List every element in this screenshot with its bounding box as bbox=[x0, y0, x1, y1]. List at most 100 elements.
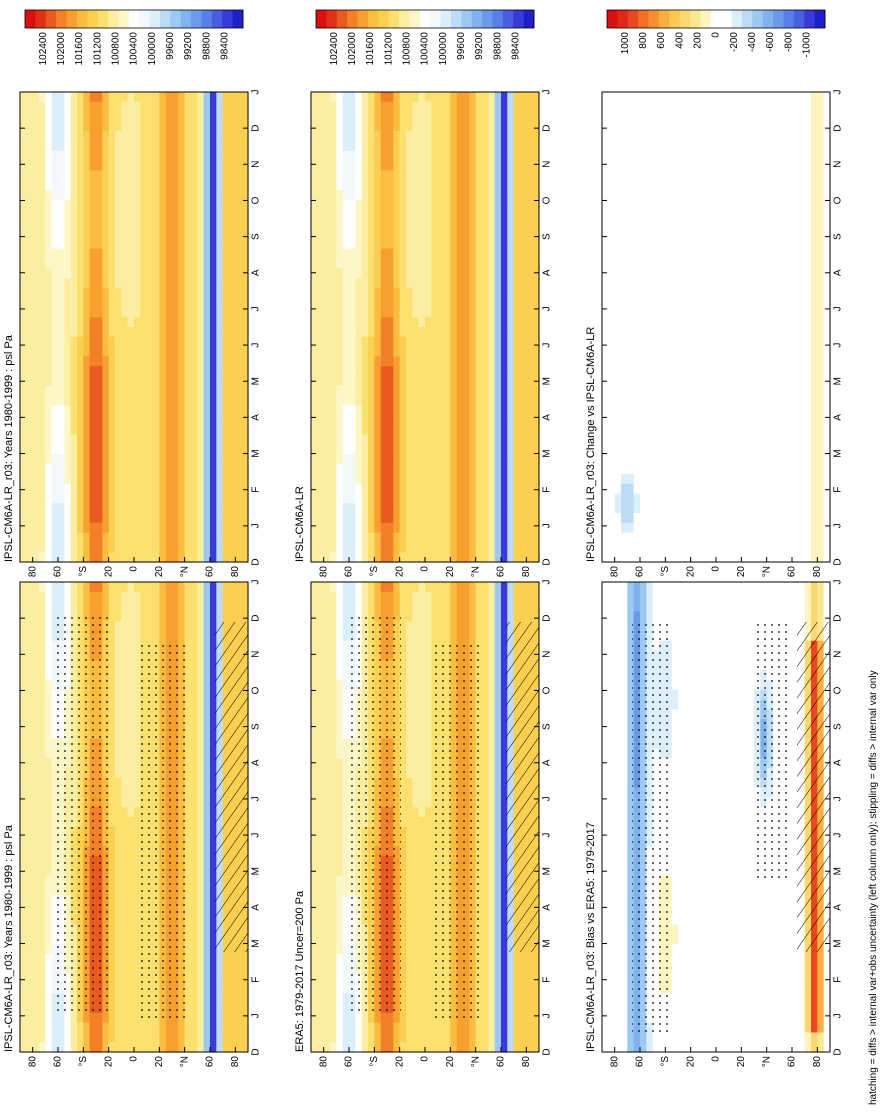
heatmap-cell bbox=[146, 307, 154, 318]
heatmap-cell bbox=[140, 287, 148, 299]
heatmap-cell bbox=[102, 1042, 110, 1053]
heatmap-cell bbox=[89, 278, 97, 289]
heatmap-cell bbox=[26, 709, 34, 720]
heatmap-cell bbox=[146, 630, 154, 642]
heatmap-cell bbox=[203, 709, 211, 720]
heatmap-cell bbox=[165, 189, 173, 201]
heatmap-cell bbox=[203, 385, 211, 397]
heatmap-cell bbox=[317, 719, 325, 730]
heatmap-cell bbox=[418, 1003, 426, 1014]
heatmap-cell bbox=[51, 601, 59, 612]
heatmap-cell bbox=[317, 787, 325, 799]
heatmap-cell bbox=[482, 973, 489, 985]
heatmap-cell bbox=[89, 180, 97, 191]
heatmap-cell bbox=[153, 111, 160, 122]
heatmap-cell bbox=[20, 395, 27, 406]
heatmap-cell bbox=[39, 963, 46, 975]
heatmap-cell bbox=[134, 963, 141, 975]
heatmap-cell bbox=[140, 513, 148, 524]
heatmap-cell bbox=[241, 287, 249, 299]
heatmap-cell bbox=[127, 503, 135, 514]
heatmap-cell bbox=[399, 846, 407, 857]
heatmap-cell bbox=[355, 591, 363, 603]
heatmap-cell bbox=[203, 317, 211, 328]
heatmap-cell bbox=[235, 601, 243, 612]
heatmap-cell bbox=[191, 111, 198, 122]
heatmap-cell bbox=[26, 434, 34, 446]
heatmap-cell bbox=[229, 327, 236, 338]
heatmap-cell bbox=[83, 552, 91, 563]
heatmap-cell bbox=[216, 356, 224, 367]
heatmap-cell bbox=[197, 924, 205, 936]
heatmap-cell bbox=[127, 542, 135, 553]
heatmap-cell bbox=[70, 180, 78, 191]
heatmap-cell bbox=[178, 131, 186, 142]
heatmap-cell bbox=[127, 914, 135, 926]
heatmap-cell bbox=[210, 905, 217, 916]
heatmap-cell bbox=[342, 1022, 350, 1034]
heatmap-cell bbox=[178, 297, 186, 309]
heatmap-cell bbox=[45, 895, 53, 906]
heatmap-cell bbox=[32, 993, 40, 1004]
heatmap-cell bbox=[32, 180, 40, 191]
heatmap-cell bbox=[39, 689, 46, 701]
heatmap-cell bbox=[20, 356, 27, 367]
heatmap-cell bbox=[121, 111, 129, 122]
heatmap-cell bbox=[191, 914, 198, 926]
heatmap-cell bbox=[191, 327, 198, 338]
heatmap-cell bbox=[115, 209, 122, 220]
heatmap-cell bbox=[425, 699, 432, 710]
heatmap-cell bbox=[412, 660, 420, 671]
heatmap-cell bbox=[406, 963, 413, 975]
heatmap-cell bbox=[20, 934, 27, 945]
heatmap-cell bbox=[418, 973, 426, 985]
heatmap-cell bbox=[51, 483, 59, 495]
heatmap-cell bbox=[172, 248, 179, 260]
heatmap-cell bbox=[115, 92, 122, 103]
heatmap-cell bbox=[45, 983, 53, 994]
heatmap-cell bbox=[89, 229, 97, 240]
heatmap-cell bbox=[323, 1032, 331, 1043]
heatmap-cell bbox=[172, 297, 179, 309]
heatmap-cell bbox=[70, 395, 78, 406]
heatmap-cell bbox=[134, 1032, 141, 1043]
heatmap-cell bbox=[336, 728, 344, 740]
heatmap-cell bbox=[26, 787, 34, 799]
heatmap-cell bbox=[191, 454, 198, 465]
heatmap-cell bbox=[20, 170, 27, 181]
heatmap-cell bbox=[121, 944, 129, 955]
heatmap-cell bbox=[20, 336, 27, 348]
heatmap-cell bbox=[51, 395, 59, 406]
heatmap-cell bbox=[317, 954, 325, 965]
lat-tick-label: 20 bbox=[103, 1056, 114, 1068]
heatmap-cell bbox=[20, 297, 27, 309]
heatmap-cell bbox=[153, 415, 160, 426]
heatmap-cell bbox=[437, 1022, 445, 1034]
heatmap-cell bbox=[127, 699, 135, 710]
heatmap-cell bbox=[26, 1022, 34, 1034]
heatmap-cell bbox=[45, 924, 53, 936]
heatmap-cell bbox=[64, 522, 72, 534]
heatmap-cell bbox=[210, 121, 217, 132]
heatmap-cell bbox=[127, 807, 135, 818]
heatmap-cell bbox=[32, 395, 40, 406]
heatmap-cell bbox=[39, 189, 46, 201]
heatmap-cell bbox=[172, 621, 179, 632]
heatmap-cell bbox=[317, 748, 325, 759]
heatmap-cell bbox=[20, 630, 27, 642]
heatmap-cell bbox=[153, 346, 160, 357]
heatmap-cell bbox=[197, 464, 205, 475]
heatmap-cell bbox=[83, 209, 91, 220]
heatmap-cell bbox=[77, 532, 84, 544]
heatmap-cell bbox=[102, 131, 110, 142]
heatmap-cell bbox=[482, 1022, 489, 1034]
heatmap-cell bbox=[45, 513, 53, 524]
heatmap-cell bbox=[469, 582, 477, 593]
heatmap-cell bbox=[51, 287, 59, 299]
heatmap-cell bbox=[229, 1042, 236, 1053]
heatmap-cell bbox=[26, 160, 34, 171]
heatmap-cell bbox=[134, 611, 141, 622]
heatmap-cell bbox=[412, 719, 420, 730]
heatmap-cell bbox=[108, 954, 116, 965]
heatmap-cell bbox=[127, 493, 135, 504]
